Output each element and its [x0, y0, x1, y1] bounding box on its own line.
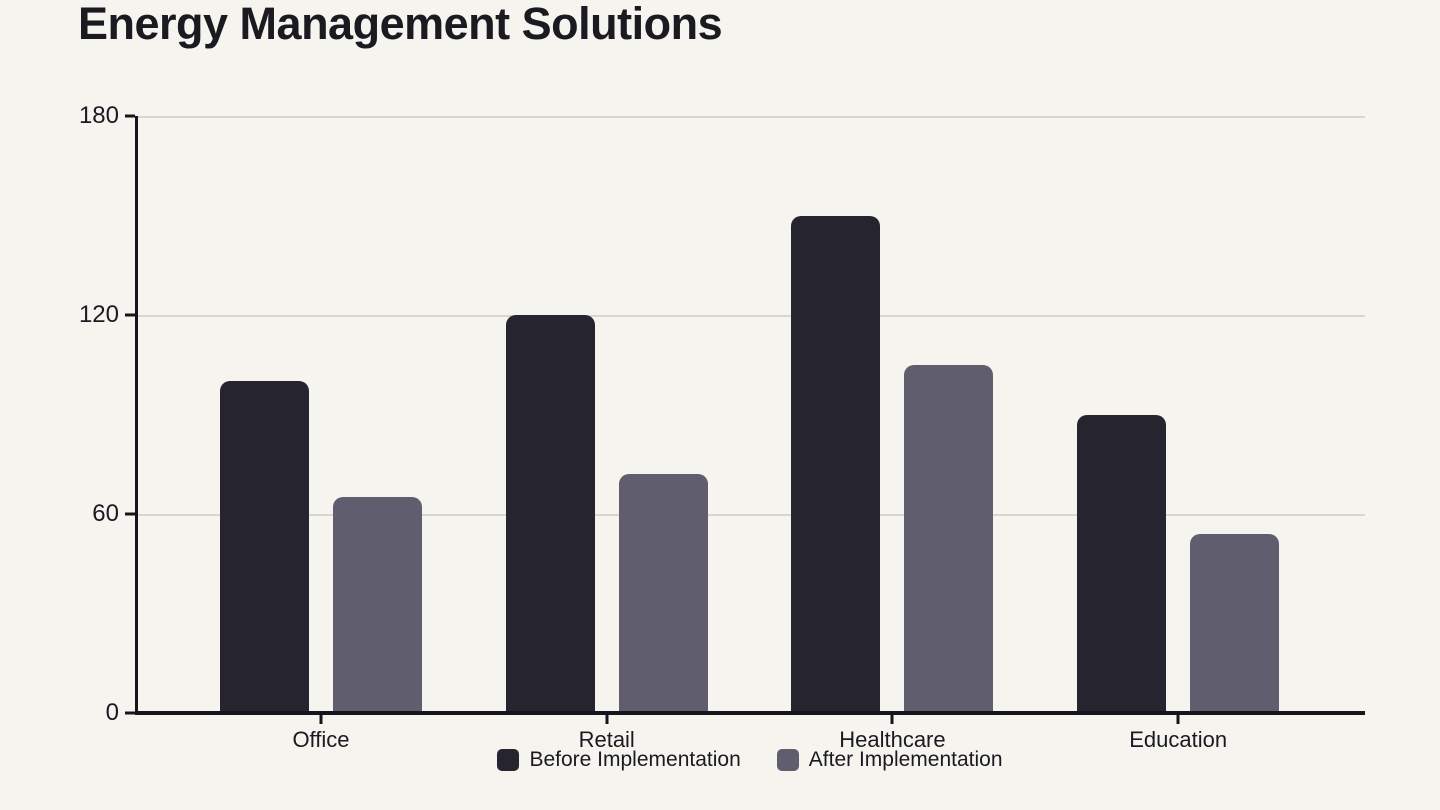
x-tick-1: [605, 715, 609, 724]
bar-before: [505, 315, 595, 713]
x-axis-label: Office: [292, 727, 350, 752]
y-tick-0: [125, 711, 135, 715]
legend-swatch-icon: [776, 749, 799, 771]
y-tick-label: 0: [105, 699, 119, 726]
x-axis-label: Retail: [578, 727, 635, 752]
y-tick-120: [125, 313, 135, 317]
bar-before: [1077, 414, 1167, 713]
legend-label: After Implementation: [808, 748, 1003, 771]
y-tick-180: [125, 114, 135, 118]
bar-after: [332, 497, 422, 713]
y-axis-line: [135, 116, 138, 713]
x-axis-line: [135, 711, 1365, 715]
bar-before: [219, 381, 309, 713]
gridline-y-120: [135, 315, 1365, 317]
bar-before: [791, 215, 881, 713]
plot-area: 0 60 120 180 Office Retail Healthcare Education: [79, 104, 1365, 752]
x-axis-label: Healthcare: [839, 727, 946, 752]
x-tick-0: [319, 715, 323, 724]
bar-after: [904, 364, 994, 713]
y-tick-label: 120: [78, 301, 119, 328]
bar-after: [618, 474, 708, 713]
x-tick-2: [890, 715, 894, 724]
bar-after: [1190, 533, 1280, 713]
legend-item: After Implementation: [776, 748, 1003, 772]
y-tick-label: 60: [92, 500, 119, 527]
x-axis-label: Education: [1129, 727, 1228, 752]
y-tick-label: 180: [78, 102, 119, 129]
gridline-y-180: [135, 116, 1365, 118]
chart-title: Energy Management Solutions: [78, 0, 723, 49]
legend-swatch-icon: [497, 749, 520, 771]
x-tick-3: [1176, 715, 1180, 724]
chart-legend: Before Implementation After Implementatio…: [135, 748, 1365, 772]
legend-label: Before Implementation: [529, 748, 741, 771]
legend-item: Before Implementation: [497, 748, 741, 772]
gridline-y-60: [135, 514, 1365, 516]
y-tick-60: [125, 512, 135, 516]
